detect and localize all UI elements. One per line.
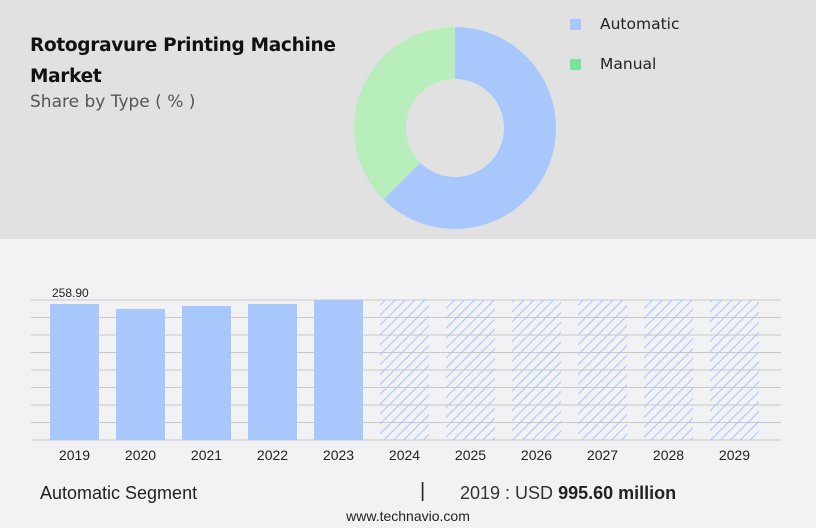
footer-separator: | [420,480,426,502]
bar-2023 [314,300,363,440]
segment-value: 2019 : USD 995.60 million [460,483,676,504]
legend-swatch-icon [570,58,581,70]
x-tick-label: 2021 [191,447,222,463]
bar-2026 [512,300,561,440]
x-tick-label: 2027 [587,447,618,463]
legend-label: Manual [600,55,657,73]
legend-item-manual: Manual [570,55,656,73]
bar-chart: 2019 2020 2021 2022 2023 2024 2025 2026 2027 2028… [31,286,781,463]
share-panel: Rotogravure Printing Machine Market Shar… [0,0,816,239]
x-tick-label: 2029 [719,447,750,463]
value-amount: 995.60 million [558,483,677,503]
value-prefix: 2019 : USD [460,483,559,503]
bar-2022 [248,303,297,440]
x-tick-label: 2023 [323,447,354,463]
x-tick-label: 2022 [257,447,288,463]
segment-label: Automatic Segment [40,483,198,503]
bar-2020 [116,308,165,440]
bar-data-label: 258.90 [52,286,89,300]
source-link[interactable]: www.technavio.com [346,508,470,524]
x-tick-label: 2019 [59,447,90,463]
chart-subtitle: Share by Type ( % ) [30,92,196,112]
bar-2025 [446,300,495,440]
bar-2028 [644,300,693,440]
bar-2024 [380,300,429,440]
bar-2029 [710,300,759,440]
chart-title: Rotogravure Printing Machine Market [30,30,336,92]
legend-swatch-icon [570,18,581,30]
bar-2021 [182,305,231,440]
x-tick-label: 2024 [389,447,420,463]
donut-chart [353,27,556,229]
x-tick-label: 2026 [521,447,552,463]
legend-item-automatic: Automatic [570,15,680,33]
donut-slice-manual [353,27,455,200]
x-tick-label: 2020 [125,447,156,463]
bar-2027 [578,300,627,440]
x-tick-label: 2025 [455,447,486,463]
x-tick-label: 2028 [653,447,684,463]
title-line-2: Market [30,66,102,87]
legend-label: Automatic [600,15,680,33]
donut-slice-automatic [383,27,556,229]
bar-panel: 2019 2020 2021 2022 2023 2024 2025 2026 2027 2028… [0,239,816,528]
bar-2019 [50,303,99,440]
title-line-1: Rotogravure Printing Machine [30,35,336,56]
